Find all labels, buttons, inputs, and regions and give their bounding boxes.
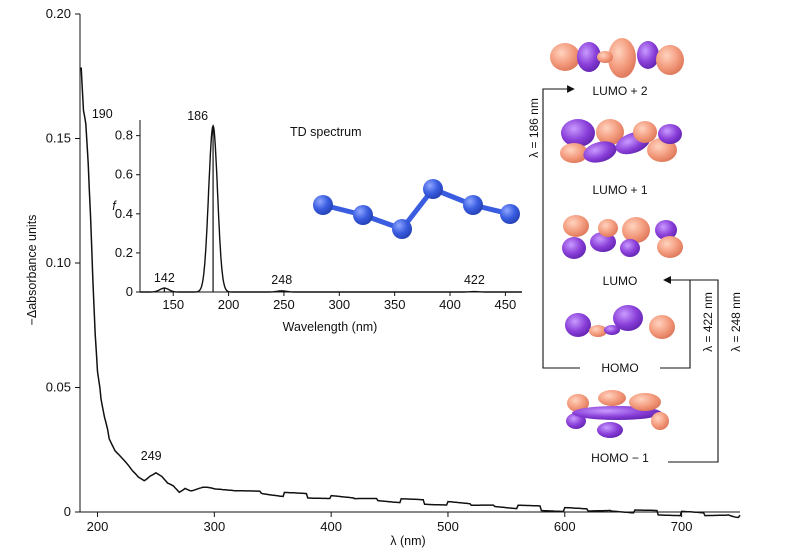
atom xyxy=(313,195,333,215)
inset-x-tick-label: 350 xyxy=(384,297,406,312)
main-y-tick-label: 0.20 xyxy=(46,6,71,21)
main-x-tick-label: 500 xyxy=(437,519,459,534)
inset-x-axis-label: Wavelength (nm) xyxy=(283,320,378,334)
inset-x-tick-label: 450 xyxy=(495,297,517,312)
orbital-label-lumo-plus-1: LUMO + 1 xyxy=(592,183,647,197)
orbital-lumo-plus-2-image xyxy=(550,38,684,78)
inset-title: TD spectrum xyxy=(290,125,362,139)
inset-x-tick-label: 250 xyxy=(273,297,295,312)
inset-x-tick-label: 150 xyxy=(162,297,184,312)
inset-y-tick-label: 0.6 xyxy=(115,167,133,182)
orbital-label-homo: HOMO xyxy=(601,361,638,375)
transition-label-248: λ = 248 nm xyxy=(729,292,743,352)
atom xyxy=(463,195,483,215)
main-absorbance-line xyxy=(80,67,741,519)
main-x-tick-label: 700 xyxy=(671,519,693,534)
inset-stick-lines xyxy=(163,125,475,292)
inset-y-axis-label: f xyxy=(112,199,117,213)
orbital-lumo-plus-1-image xyxy=(560,119,682,163)
inset-x-tick-label: 300 xyxy=(328,297,350,312)
inset-y-tick-label: 0.4 xyxy=(115,206,133,221)
inset-peak-label-186: 186 xyxy=(187,109,208,123)
main-peak-label-249: 249 xyxy=(141,449,162,463)
main-x-tick-label: 200 xyxy=(87,519,109,534)
main-x-tick-label: 600 xyxy=(554,519,576,534)
main-y-tick-label: 0.05 xyxy=(46,380,71,395)
main-peak-label-190: 190 xyxy=(92,107,113,121)
transition-label-186: λ = 186 nm xyxy=(527,98,541,158)
inset-y-tick-label: 0.2 xyxy=(115,245,133,260)
inset-y-tick-label: 0.8 xyxy=(115,128,133,143)
atom xyxy=(423,179,443,199)
td-spectrum-inset: 150 200 250 300 350 400 450 0 0.2 0.4 0.6 0.8 TD sp… xyxy=(112,109,522,334)
orbital-label-homo-minus-1: HOMO − 1 xyxy=(591,451,649,465)
orbital-homo-minus-1-image xyxy=(566,390,669,438)
atom xyxy=(353,205,373,225)
inset-peak-label-142: 142 xyxy=(154,271,175,285)
molecule-atoms xyxy=(313,179,520,239)
inset-peak-label-248: 248 xyxy=(271,273,292,287)
main-y-axis-label: −Δabsorbance units xyxy=(25,215,39,326)
main-x-tick-label: 400 xyxy=(320,519,342,534)
molecule-structure xyxy=(313,179,520,239)
transition-arrow-248: λ = 248 nm xyxy=(663,276,743,463)
main-x-tick-label: 300 xyxy=(203,519,225,534)
inset-peak-label-422: 422 xyxy=(464,273,485,287)
inset-ticks: 150 200 250 300 350 400 450 0 0.2 0.4 0.6 0.8 xyxy=(115,128,516,312)
main-x-axis-label: λ (nm) xyxy=(390,534,425,548)
inset-spectrum-line xyxy=(140,124,522,293)
transition-label-422: λ = 422 nm xyxy=(701,292,715,352)
main-y-tick-label: 0.10 xyxy=(46,255,71,270)
main-y-tick-label: 0.15 xyxy=(46,131,71,146)
atom xyxy=(392,219,412,239)
inset-x-tick-label: 400 xyxy=(439,297,461,312)
orbital-lumo-image xyxy=(562,215,683,259)
inset-x-tick-label: 200 xyxy=(218,297,240,312)
transition-arrow-186: λ = 186 nm xyxy=(527,85,580,369)
main-y-tick-label: 0 xyxy=(64,504,71,519)
inset-y-tick-label: 0 xyxy=(126,284,133,299)
atom xyxy=(500,204,520,224)
orbital-homo-image xyxy=(565,305,675,339)
orbital-label-lumo-plus-2: LUMO + 2 xyxy=(592,84,647,98)
orbital-label-lumo: LUMO xyxy=(603,274,638,288)
